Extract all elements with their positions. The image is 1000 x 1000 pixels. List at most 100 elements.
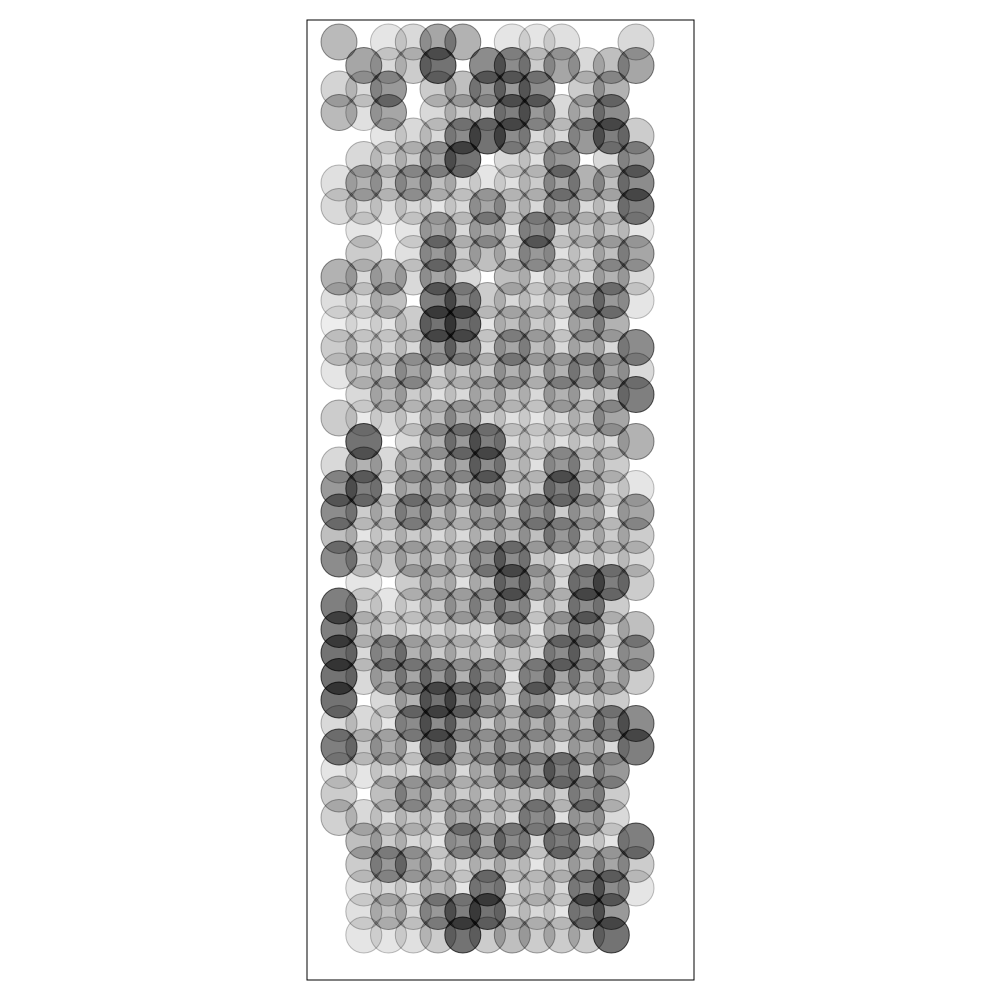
scatter-point [469, 164, 506, 202]
scatter-point [345, 329, 383, 366]
scatter-point [419, 235, 457, 272]
scatter-point [493, 916, 531, 954]
scatter-point [370, 470, 407, 507]
scatter-point [444, 611, 482, 648]
scatter-point [444, 752, 482, 789]
scatter-point [345, 258, 383, 296]
scatter-point [493, 188, 531, 225]
scatter-point [568, 188, 605, 225]
scatter-point [568, 164, 605, 202]
scatter-point [518, 540, 556, 578]
scatter-point [469, 916, 506, 954]
scatter-point [419, 611, 457, 648]
scatter-point [370, 47, 407, 84]
scatter-point [370, 634, 407, 672]
scatter-point [370, 752, 407, 789]
scatter-point [345, 376, 383, 413]
scatter-point [543, 23, 581, 61]
scatter-point [568, 470, 605, 507]
scatter-point [617, 540, 655, 578]
scatter-point [394, 634, 432, 672]
scatter-point [592, 775, 630, 813]
scatter-point [370, 23, 407, 61]
scatter-point [320, 70, 358, 108]
scatter-point [568, 235, 605, 272]
scatter-point [444, 258, 482, 296]
scatter-point [568, 376, 605, 413]
scatter-point [469, 517, 506, 554]
scatter-point [444, 141, 482, 178]
scatter-point [518, 916, 556, 954]
scatter-point [617, 329, 655, 366]
scatter-point [345, 493, 383, 531]
scatter-point [320, 728, 358, 766]
scatter-point [345, 282, 383, 319]
scatter-point [394, 376, 432, 413]
scatter-point [617, 822, 655, 860]
scatter-point [493, 634, 531, 672]
scatter-point [592, 587, 630, 625]
scatter-point [370, 376, 407, 413]
scatter-point [370, 728, 407, 766]
scatter-point [543, 540, 581, 578]
scatter-point [345, 587, 383, 625]
scatter-point [493, 399, 531, 437]
scatter-point [419, 164, 457, 202]
scatter-point [518, 893, 556, 930]
scatter-point [493, 869, 531, 907]
scatter-point [592, 564, 630, 601]
scatter-point [469, 188, 506, 225]
scatter-point [617, 282, 655, 319]
scatter-point [419, 211, 457, 249]
scatter-point [345, 893, 383, 930]
scatter-point [592, 117, 630, 155]
scatter-point [543, 164, 581, 202]
scatter-point [617, 658, 655, 695]
scatter-point [592, 258, 630, 296]
scatter-point [370, 611, 407, 648]
scatter-point [543, 517, 581, 554]
scatter-point [469, 282, 506, 319]
scatter-point [320, 399, 358, 437]
scatter-point [617, 517, 655, 554]
scatter-point [394, 916, 432, 954]
scatter-point [419, 752, 457, 789]
scatter-point [568, 822, 605, 860]
scatter-point [444, 164, 482, 202]
scatter-point [345, 799, 383, 836]
scatter-point [568, 728, 605, 766]
scatter-point [617, 211, 655, 249]
scatter-point [345, 540, 383, 578]
scatter-point [394, 399, 432, 437]
scatter-point [345, 869, 383, 907]
scatter-point [444, 376, 482, 413]
scatter-point [444, 916, 482, 954]
scatter-point [518, 423, 556, 460]
scatter-point [493, 446, 531, 484]
scatter-point [493, 423, 531, 460]
scatter-point [518, 705, 556, 742]
scatter-point [493, 705, 531, 742]
scatter-point [320, 752, 358, 789]
scatter-point [394, 188, 432, 225]
scatter-point [444, 493, 482, 531]
scatter-point [394, 752, 432, 789]
points-layer [320, 23, 655, 954]
scatter-point [493, 47, 531, 84]
scatter-point [394, 540, 432, 578]
scatter-point [592, 916, 630, 954]
scatter-point [568, 611, 605, 648]
scatter-point [370, 282, 407, 319]
scatter-point [370, 517, 407, 554]
scatter-point [543, 423, 581, 460]
scatter-point [518, 611, 556, 648]
scatter-point [444, 775, 482, 813]
scatter-point [592, 399, 630, 437]
scatter-point [518, 399, 556, 437]
scatter-point [617, 611, 655, 648]
scatter-point [617, 634, 655, 672]
scatter-point [543, 188, 581, 225]
scatter-point [370, 94, 407, 131]
scatter-point [370, 681, 407, 719]
scatter-point [592, 611, 630, 648]
